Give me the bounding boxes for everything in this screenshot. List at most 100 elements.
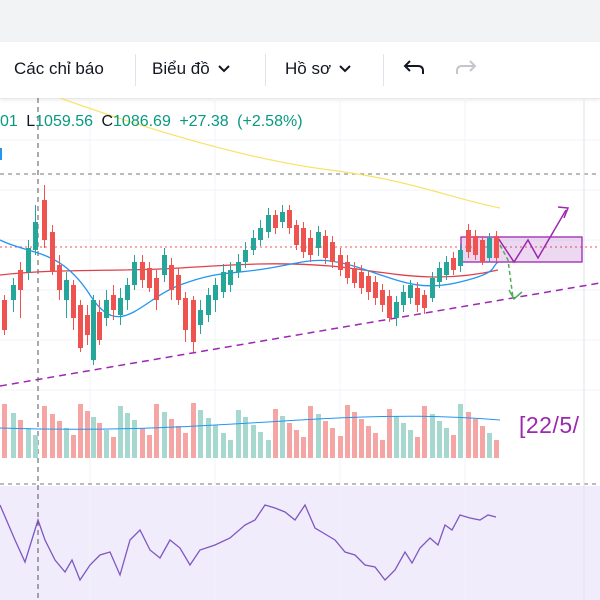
- volume-bar: [466, 412, 471, 458]
- candle-body: [251, 238, 256, 250]
- candle-body: [480, 240, 485, 262]
- price-chart[interactable]: [0, 98, 600, 600]
- volume-bar: [169, 419, 174, 458]
- candle-body: [366, 276, 371, 292]
- indicators-label: Các chỉ báo: [14, 59, 104, 78]
- volume-bar: [323, 421, 328, 458]
- candle-body: [191, 300, 196, 342]
- volume-bar: [487, 433, 492, 458]
- candle-body: [359, 272, 364, 288]
- undo-button[interactable]: [402, 54, 426, 84]
- volume-bar: [183, 433, 188, 458]
- toolbar-divider: [135, 54, 136, 86]
- volume-bar: [140, 428, 145, 458]
- candle-body: [33, 222, 38, 250]
- volume-bars: [0, 403, 501, 458]
- candle-body: [273, 215, 278, 228]
- volume-bar: [387, 409, 392, 458]
- volume-bar: [316, 414, 321, 458]
- volume-bar: [57, 421, 62, 458]
- volume-bar: [408, 430, 413, 458]
- volume-bar: [111, 437, 116, 458]
- candle-body: [111, 295, 116, 310]
- candle-body: [132, 262, 137, 285]
- candle-body: [258, 228, 263, 240]
- volume-bar: [294, 430, 299, 458]
- volume-bar: [430, 414, 435, 458]
- candle-body: [11, 285, 16, 300]
- volume-bar: [18, 420, 23, 458]
- volume-bar: [338, 436, 343, 458]
- volume-bar: [118, 406, 123, 458]
- support-trendline: [0, 282, 600, 387]
- rsi-indicator: [0, 503, 497, 582]
- volume-bar: [380, 440, 385, 458]
- candle-body: [316, 232, 321, 248]
- volume-bar: [50, 414, 55, 458]
- candle-body: [198, 310, 203, 325]
- undo-icon: [402, 57, 426, 82]
- candle-body: [458, 250, 463, 266]
- candle-body: [444, 262, 449, 275]
- volume-bar: [228, 440, 233, 458]
- candle-body: [42, 200, 47, 240]
- candle-body: [345, 262, 350, 278]
- volume-bar: [91, 417, 96, 458]
- chart-menu-button[interactable]: Biểu đồ: [152, 54, 230, 84]
- volume-bar: [437, 421, 442, 458]
- candle-body: [26, 248, 31, 272]
- volume-bar: [2, 404, 7, 458]
- volume-bar: [330, 428, 335, 458]
- volume-bar: [85, 411, 90, 458]
- volume-bar: [176, 426, 181, 458]
- candle-body: [169, 265, 174, 290]
- volume-bar: [125, 413, 130, 458]
- candle-body: [338, 255, 343, 270]
- candle-body: [140, 262, 145, 280]
- projection-down-path: [499, 244, 514, 299]
- volume-bar: [191, 403, 196, 458]
- candle-body: [437, 268, 442, 282]
- volume-bar: [458, 404, 463, 458]
- volume-bar: [147, 435, 152, 458]
- candle-body: [64, 280, 69, 300]
- candle-body: [104, 300, 109, 318]
- candle-body: [387, 296, 392, 318]
- candle-body: [401, 292, 406, 305]
- profile-menu-button[interactable]: Hồ sơ: [285, 54, 351, 84]
- volume-bar: [394, 416, 399, 458]
- toolbar-divider: [265, 54, 266, 86]
- volume-bar: [78, 404, 83, 458]
- indicators-button[interactable]: Các chỉ báo: [14, 54, 104, 84]
- candle-body: [308, 238, 313, 255]
- legend-open-partial: 01: [0, 113, 18, 130]
- candle-body: [228, 270, 233, 285]
- rsi-line: [0, 503, 497, 582]
- ohlc-legend: 01 L1059.56 C1086.69 +27.38 (+2.58%): [0, 113, 307, 135]
- redo-button[interactable]: [454, 54, 478, 84]
- arrow-down-icon: [508, 289, 523, 301]
- volume-bar: [33, 435, 38, 458]
- candle-body: [415, 288, 420, 305]
- legend-low-value: 1059.56: [35, 113, 93, 130]
- volume-bar: [104, 430, 109, 458]
- candle-body: [451, 258, 456, 270]
- ma-fast-line: [0, 239, 499, 318]
- volume-bar: [221, 433, 226, 458]
- candle-body: [78, 305, 83, 348]
- browser-top-bar: [0, 0, 600, 43]
- volume-bar: [401, 423, 406, 458]
- volume-bar: [236, 410, 241, 458]
- ma-slow-line: [0, 263, 499, 278]
- candlesticks: [2, 185, 499, 365]
- candle-body: [294, 225, 299, 245]
- volume-bar: [345, 405, 350, 458]
- candle-body: [352, 268, 357, 283]
- volume-bar: [273, 409, 278, 458]
- volume-bar: [301, 437, 306, 458]
- candle-body: [287, 210, 292, 228]
- candle-body: [408, 285, 413, 298]
- candle-body: [50, 232, 55, 272]
- candle-body: [57, 265, 62, 290]
- series-marker: [0, 148, 2, 160]
